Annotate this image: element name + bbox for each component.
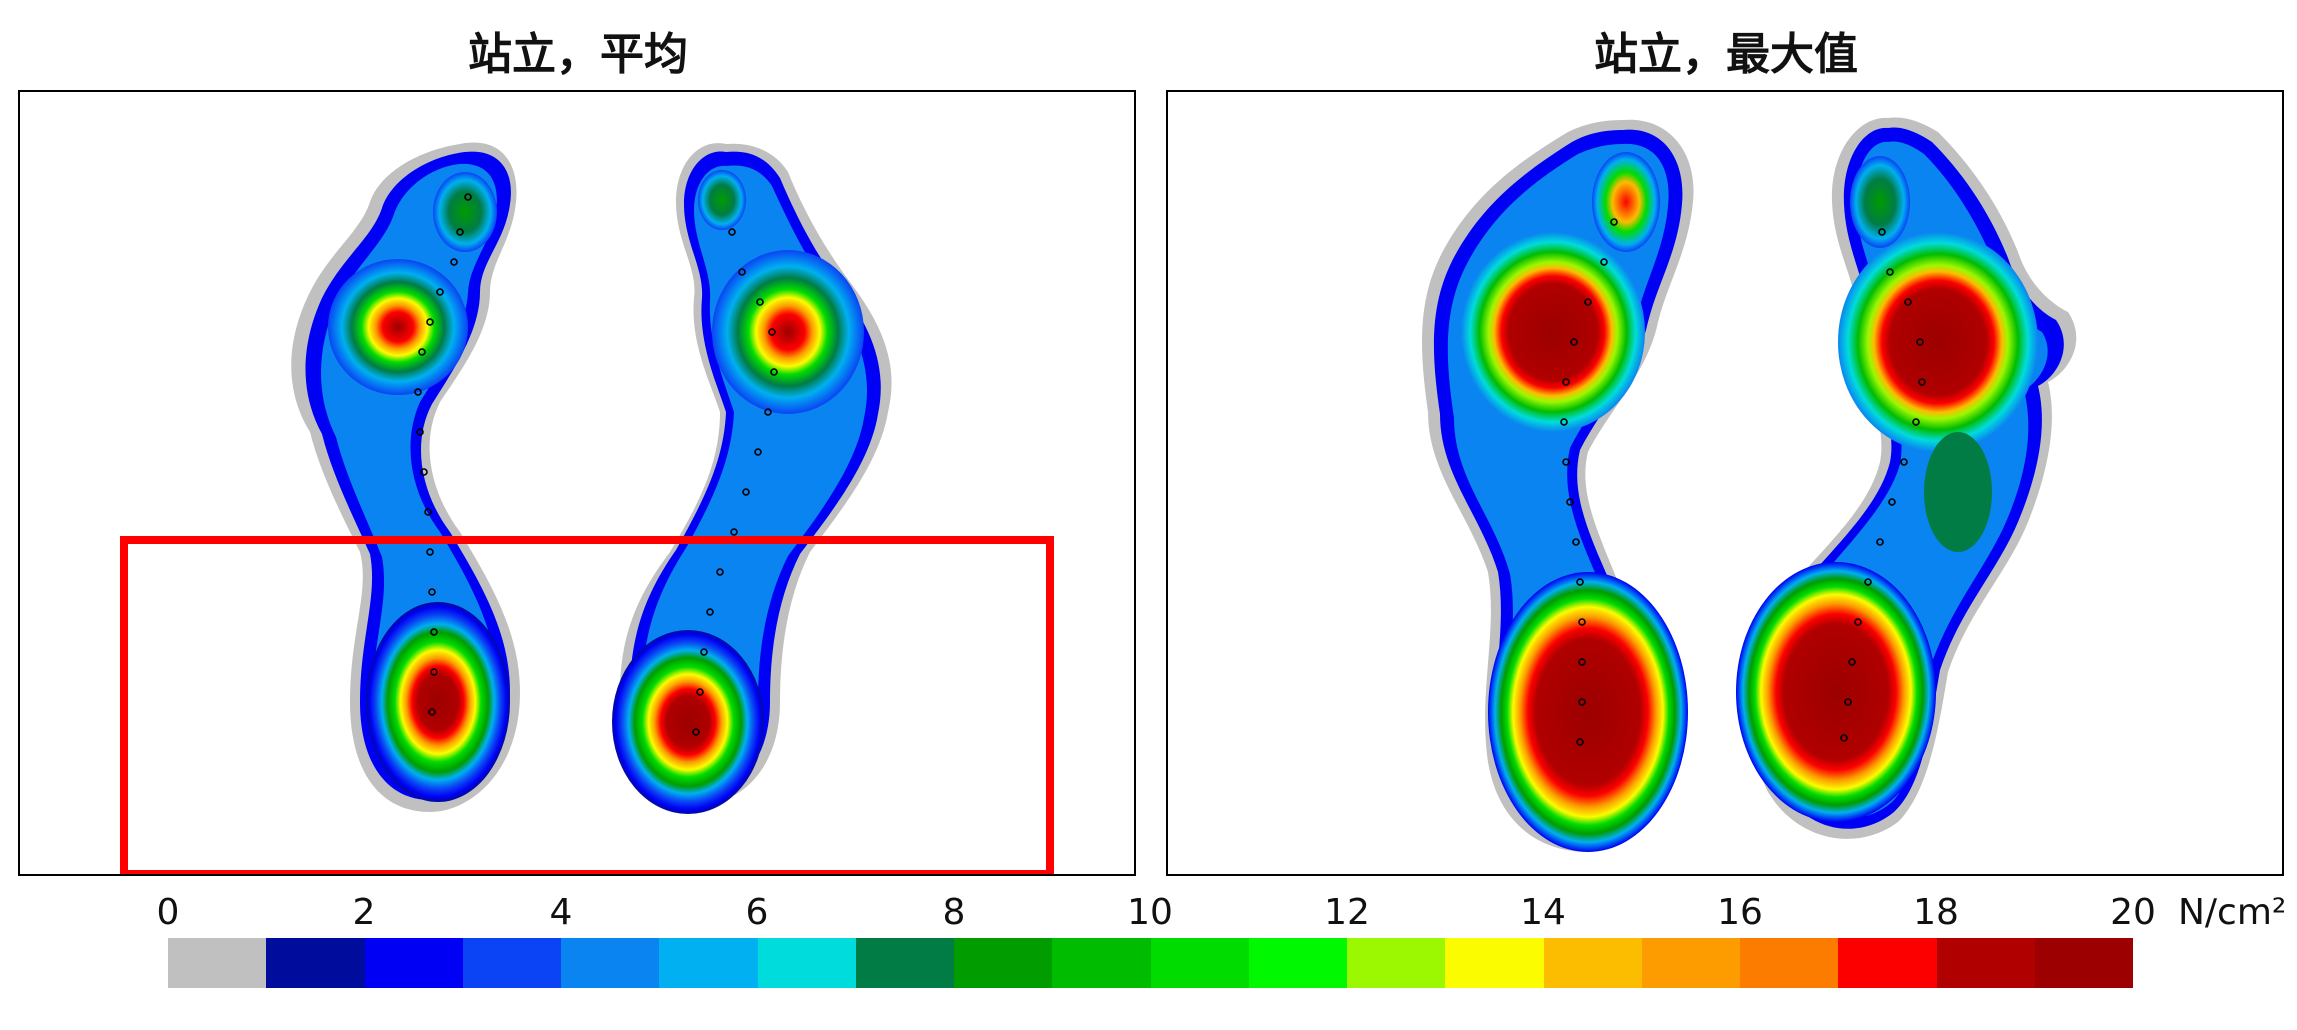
colorbar-swatch bbox=[1052, 938, 1151, 988]
colorbar-tick: 16 bbox=[1717, 892, 1763, 933]
colorbar-tick: 10 bbox=[1127, 892, 1173, 933]
colorbar-tick: 2 bbox=[352, 892, 376, 933]
colorbar-swatch bbox=[2034, 938, 2133, 988]
right-foot-average bbox=[612, 143, 892, 814]
colorbar-swatch bbox=[1740, 938, 1839, 988]
colorbar-tick: 18 bbox=[1913, 892, 1959, 933]
colorbar-swatch bbox=[364, 938, 463, 988]
colorbar-swatch bbox=[1936, 938, 2035, 988]
colorbar-tick: 0 bbox=[156, 892, 180, 933]
colorbar-swatch bbox=[561, 938, 660, 988]
colorbar-swatch bbox=[1347, 938, 1446, 988]
colorbar-tick: 20 bbox=[2110, 892, 2156, 933]
colorbar-swatch bbox=[1445, 938, 1544, 988]
colorbar-swatch bbox=[757, 938, 856, 988]
colorbar-swatch bbox=[1641, 938, 1740, 988]
left-foot-maximum bbox=[1422, 119, 1694, 853]
colorbar-tick: 12 bbox=[1324, 892, 1370, 933]
colorbar-tick: 4 bbox=[549, 892, 573, 933]
pressure-map-average bbox=[18, 90, 1136, 876]
colorbar-swatch bbox=[659, 938, 758, 988]
colorbar-swatch bbox=[1543, 938, 1642, 988]
right-foot-maximum bbox=[1736, 117, 2077, 839]
center-of-pressure-trace-average bbox=[414, 193, 778, 736]
colorbar-tick: 6 bbox=[745, 892, 769, 933]
colorbar-swatch bbox=[1248, 938, 1347, 988]
colorbar-tick: 8 bbox=[942, 892, 966, 933]
pressure-map-maximum bbox=[1166, 90, 2284, 876]
panel-title-maximum: 站立，最大值 bbox=[1594, 29, 1858, 80]
pressure-colorbar bbox=[168, 938, 2133, 988]
left-foot-average bbox=[291, 142, 520, 813]
colorbar-swatch bbox=[1150, 938, 1249, 988]
panel-title-average: 站立，平均 bbox=[468, 29, 688, 80]
colorbar-swatch bbox=[462, 938, 561, 988]
colorbar-swatch bbox=[1838, 938, 1937, 988]
colorbar-unit-label: N/cm² bbox=[2178, 892, 2287, 933]
heel-highlight-box bbox=[120, 536, 1054, 874]
colorbar-tick: 14 bbox=[1520, 892, 1566, 933]
center-of-pressure-trace-maximum bbox=[1560, 218, 1926, 746]
colorbar-swatch bbox=[855, 938, 954, 988]
colorbar-swatch bbox=[168, 938, 267, 988]
colorbar-swatch bbox=[954, 938, 1053, 988]
colorbar-swatch bbox=[266, 938, 365, 988]
